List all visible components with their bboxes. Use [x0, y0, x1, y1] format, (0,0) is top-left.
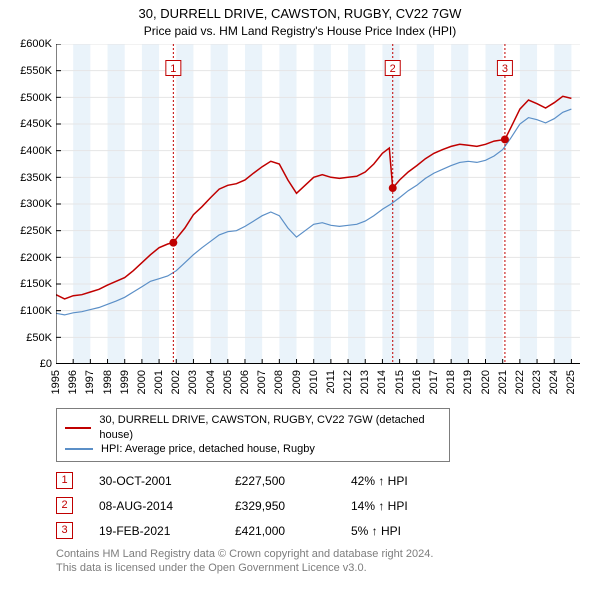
chart-title: 30, DURRELL DRIVE, CAWSTON, RUGBY, CV22 … [8, 6, 592, 22]
event-pct: 5% ↑ HPI [351, 524, 401, 538]
event-pct: 42% ↑ HPI [351, 474, 408, 488]
event-date: 30-OCT-2001 [99, 474, 209, 488]
x-tick-label: 2025 [565, 370, 577, 394]
chart-svg: 1 2 3 [56, 44, 580, 364]
y-tick-label: £150K [20, 278, 52, 290]
attribution-line2: This data is licensed under the Open Gov… [56, 561, 592, 575]
y-axis-labels: £0£50K£100K£150K£200K£250K£300K£350K£400… [8, 44, 56, 364]
svg-text:2: 2 [390, 63, 396, 75]
event-row: 3 19-FEB-2021 £421,000 5% ↑ HPI [56, 522, 592, 539]
event-price: £227,500 [235, 474, 325, 488]
x-tick-label: 2005 [222, 370, 234, 394]
event-date: 19-FEB-2021 [99, 524, 209, 538]
x-tick-label: 2024 [548, 370, 560, 394]
event-row: 1 30-OCT-2001 £227,500 42% ↑ HPI [56, 472, 592, 489]
x-tick-label: 1999 [119, 370, 131, 394]
x-tick-label: 1995 [50, 370, 62, 394]
x-tick-label: 2016 [411, 370, 423, 394]
x-tick-label: 2001 [153, 370, 165, 394]
x-tick-label: 2013 [359, 370, 371, 394]
figure-container: 30, DURRELL DRIVE, CAWSTON, RUGBY, CV22 … [0, 0, 600, 590]
x-tick-label: 1997 [84, 370, 96, 394]
svg-text:3: 3 [502, 63, 508, 75]
x-tick-label: 2022 [514, 370, 526, 394]
x-tick-label: 2021 [497, 370, 509, 394]
y-tick-label: £350K [20, 172, 52, 184]
attribution: Contains HM Land Registry data © Crown c… [56, 547, 592, 576]
legend-label-1: 30, DURRELL DRIVE, CAWSTON, RUGBY, CV22 … [99, 413, 441, 442]
x-tick-label: 2008 [273, 370, 285, 394]
attribution-line1: Contains HM Land Registry data © Crown c… [56, 547, 592, 561]
y-tick-label: £300K [20, 198, 52, 210]
legend-box: 30, DURRELL DRIVE, CAWSTON, RUGBY, CV22 … [56, 408, 450, 462]
y-tick-label: £0 [40, 358, 52, 370]
x-tick-label: 2003 [187, 370, 199, 394]
x-tick-label: 2015 [394, 370, 406, 394]
x-tick-label: 2007 [256, 370, 268, 394]
x-tick-label: 1996 [67, 370, 79, 394]
legend-swatch-red [65, 427, 91, 429]
x-tick-label: 2006 [239, 370, 251, 394]
x-tick-label: 2014 [376, 370, 388, 394]
x-tick-label: 2004 [205, 370, 217, 394]
events-list: 1 30-OCT-2001 £227,500 42% ↑ HPI 2 08-AU… [56, 472, 592, 539]
x-tick-label: 2019 [462, 370, 474, 394]
x-tick-label: 2010 [308, 370, 320, 394]
y-tick-label: £550K [20, 65, 52, 77]
y-tick-label: £450K [20, 118, 52, 130]
legend-row: HPI: Average price, detached house, Rugb… [65, 442, 441, 456]
event-price: £421,000 [235, 524, 325, 538]
x-tick-label: 2009 [291, 370, 303, 394]
event-pct: 14% ↑ HPI [351, 499, 408, 513]
event-badge-1: 1 [56, 472, 73, 489]
x-tick-label: 2000 [136, 370, 148, 394]
x-tick-label: 1998 [102, 370, 114, 394]
x-tick-label: 2012 [342, 370, 354, 394]
y-tick-label: £400K [20, 145, 52, 157]
x-axis-labels: 1995199619971998199920002001200220032004… [56, 364, 580, 402]
y-tick-label: £100K [20, 305, 52, 317]
y-tick-label: £250K [20, 225, 52, 237]
svg-text:1: 1 [170, 63, 176, 75]
y-tick-label: £50K [26, 332, 52, 344]
event-date: 08-AUG-2014 [99, 499, 209, 513]
event-price: £329,950 [235, 499, 325, 513]
event-row: 2 08-AUG-2014 £329,950 14% ↑ HPI [56, 497, 592, 514]
x-tick-label: 2011 [325, 370, 337, 394]
y-tick-label: £200K [20, 252, 52, 264]
y-tick-label: £500K [20, 92, 52, 104]
chart-subtitle: Price paid vs. HM Land Registry's House … [8, 24, 592, 38]
x-tick-label: 2018 [445, 370, 457, 394]
chart-area: 123 199519961997199819992000200120022003… [56, 44, 580, 402]
legend-row: 30, DURRELL DRIVE, CAWSTON, RUGBY, CV22 … [65, 413, 441, 442]
x-tick-label: 2002 [170, 370, 182, 394]
x-tick-label: 2023 [531, 370, 543, 394]
legend-label-2: HPI: Average price, detached house, Rugb… [101, 442, 315, 456]
x-tick-label: 2020 [480, 370, 492, 394]
event-badge-2: 2 [56, 497, 73, 514]
event-badge-3: 3 [56, 522, 73, 539]
x-tick-label: 2017 [428, 370, 440, 394]
legend-swatch-blue [65, 448, 93, 450]
y-tick-label: £600K [20, 38, 52, 50]
